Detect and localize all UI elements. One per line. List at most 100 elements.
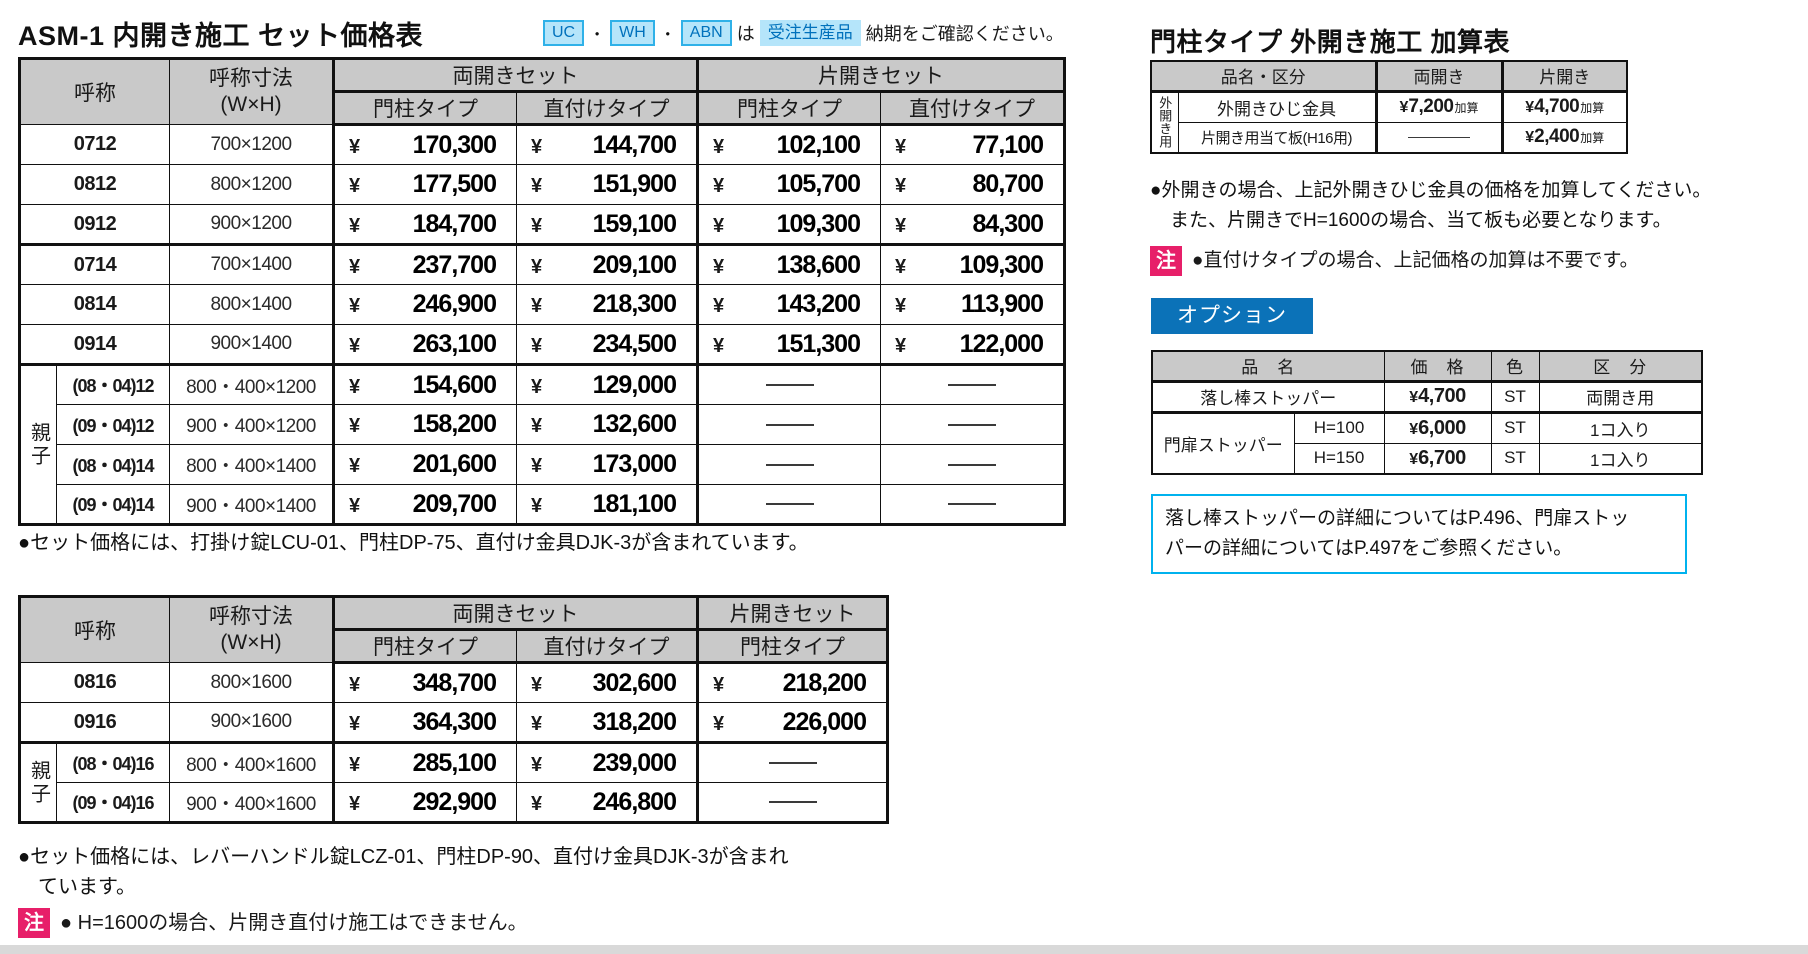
option-heading-badge: オプション — [1151, 298, 1313, 334]
caution-badge: 注 — [1150, 246, 1182, 276]
addition-table-title: 門柱タイプ 外開き施工 加算表 — [1150, 27, 1510, 57]
option-price: ¥6,700 — [1383, 442, 1492, 475]
yen-sign: ¥ — [531, 753, 543, 776]
na-dash — [948, 463, 996, 466]
price-cell: ¥285,100 — [333, 742, 517, 783]
badge-separator: ・ — [589, 27, 606, 44]
option-class: 1コ入り — [1538, 411, 1703, 444]
model-size: 700×1200 — [169, 124, 335, 165]
col-header-name: 呼称 — [19, 58, 170, 125]
reference-info-box: 落し棒ストッパーの詳細についてはP.496、門扉ストッ パーの詳細についてはP.… — [1151, 494, 1687, 574]
option-class: 1コ入り — [1538, 442, 1703, 475]
yen-sign: ¥ — [713, 135, 725, 158]
table-row: 0914 900×1400 ¥263,100 ¥234,500 ¥151,300… — [19, 324, 1065, 366]
outward-use-label: 外開き用 — [1150, 90, 1179, 154]
price-cell: ¥246,900 — [333, 284, 517, 325]
price-cell: ¥151,300 — [697, 324, 881, 366]
price-cell: ¥218,200 — [697, 662, 888, 703]
price-cell: ¥173,000 — [516, 444, 699, 485]
table-row: 0712 700×1200 ¥170,300 ¥144,700 ¥102,100… — [19, 124, 1065, 165]
option-color: ST — [1490, 411, 1540, 444]
table-row: 片開き用当て板(H16用) ¥2,400加算 — [1151, 121, 1628, 154]
price-cell: ¥302,600 — [516, 662, 699, 703]
set-contents-note: ●セット価格には、打掛け錠LCU-01、門柱DP-75、直付け金具DJK-3が含… — [18, 532, 809, 554]
col-header-direct-type: 直付けタイプ — [516, 629, 699, 664]
yen-sign: ¥ — [713, 175, 725, 197]
model-size: 900・400×1400 — [169, 484, 335, 525]
price-cell: ¥239,000 — [516, 742, 699, 783]
option-class: 両開き用 — [1538, 380, 1703, 414]
col-header-post-type: 門柱タイプ — [333, 629, 517, 664]
table-row: (09・04)12 900・400×1200 ¥158,200 ¥132,600 — [20, 404, 1065, 445]
yen-sign: ¥ — [531, 375, 543, 398]
price-cell: ¥109,300 — [697, 204, 881, 246]
option-price: ¥6,000 — [1383, 411, 1492, 444]
col-group-single: 片開きセット — [697, 596, 888, 631]
model-code: 0914 — [19, 324, 170, 366]
price-cell: ¥102,100 — [697, 124, 881, 165]
yen-sign: ¥ — [349, 792, 361, 815]
yen-sign: ¥ — [895, 135, 907, 158]
table-row: 親子 (08・04)12 800・400×1200 ¥154,600 ¥129,… — [19, 364, 1065, 525]
yen-sign: ¥ — [531, 214, 543, 237]
price-cell-na — [697, 404, 881, 445]
table-row: H=150 ¥6,700 ST 1コ入り — [1152, 442, 1703, 475]
yen-sign: ¥ — [531, 255, 543, 278]
price-cell: ¥226,000 — [697, 702, 888, 744]
col-header-post-type: 門柱タイプ — [697, 629, 888, 664]
price-cell: ¥105,700 — [697, 164, 881, 205]
price-cell: ¥122,000 — [880, 324, 1065, 366]
option-color: ST — [1490, 442, 1540, 475]
yen-sign: ¥ — [349, 712, 361, 735]
table-row: (09・04)14 900・400×1400 ¥209,700 ¥181,100 — [20, 484, 1065, 525]
yen-sign: ¥ — [531, 712, 543, 735]
yen-sign: ¥ — [713, 334, 725, 357]
col-header-size: 呼称寸法 (W×H) — [169, 58, 335, 125]
page-title: ASM-1 内開き施工 セット価格表 — [18, 21, 424, 51]
price-cell: ¥132,600 — [516, 404, 699, 445]
price-cell: ¥209,700 — [333, 484, 517, 525]
col-header-name: 呼称 — [19, 596, 170, 663]
yen-sign: ¥ — [349, 494, 361, 517]
price-cell: ¥154,600 — [333, 364, 517, 405]
delivery-note: 納期をご確認ください。 — [865, 24, 1064, 44]
na-dash — [765, 463, 814, 466]
badge-particle: は — [736, 24, 755, 44]
model-size: 900×1200 — [169, 204, 335, 246]
option-name: 門扉ストッパー — [1151, 411, 1295, 475]
yen-sign: ¥ — [713, 673, 725, 696]
price-cell: ¥144,700 — [516, 124, 699, 165]
price-cell: ¥348,700 — [333, 662, 517, 703]
yen-sign: ¥ — [531, 334, 543, 357]
yen-sign: ¥ — [349, 455, 361, 477]
price-cell: ¥113,900 — [880, 284, 1065, 325]
price-cell: ¥318,200 — [516, 702, 699, 744]
page-bottom-divider — [0, 945, 1808, 954]
price-cell: ¥184,700 — [333, 204, 517, 246]
model-size: 700×1400 — [169, 244, 335, 285]
price-cell: ¥181,100 — [516, 484, 699, 525]
table-row: 0816 800×1600 ¥348,700 ¥302,600 ¥218,200 — [19, 662, 888, 703]
yen-sign: ¥ — [895, 295, 907, 317]
model-size: 900×1600 — [169, 702, 335, 744]
na-dash — [948, 384, 996, 386]
price-table-inward: 呼称 呼称寸法 (W×H) 両開きセット 片開きセット 門柱タイプ 直付けタイプ… — [18, 57, 1066, 526]
model-size: 800・400×1600 — [169, 742, 335, 783]
model-size: 900×1400 — [169, 324, 335, 366]
model-size: 800・400×1200 — [169, 364, 335, 405]
model-code: 0812 — [19, 164, 170, 205]
price-cell: ¥246,800 — [516, 782, 699, 823]
price-cell: ¥170,300 — [333, 124, 517, 165]
col-header-direct-type: 直付けタイプ — [516, 91, 699, 126]
model-code: 0814 — [19, 284, 170, 325]
price-cell: ¥109,300 — [880, 244, 1065, 285]
table-row: 落し棒ストッパー ¥4,700 ST 両開き用 — [1151, 380, 1703, 414]
na-dash — [768, 801, 817, 803]
price-cell: ¥151,900 — [516, 164, 699, 205]
col-header-post-type: 門柱タイプ — [697, 91, 881, 126]
yen-sign: ¥ — [531, 455, 543, 477]
price-cell: ¥129,000 — [516, 364, 699, 405]
price-cell-na — [880, 484, 1065, 525]
option-table: 品 名 価 格 色 区 分 落し棒ストッパー ¥4,700 ST 両開き用 門扉… — [1151, 350, 1703, 475]
